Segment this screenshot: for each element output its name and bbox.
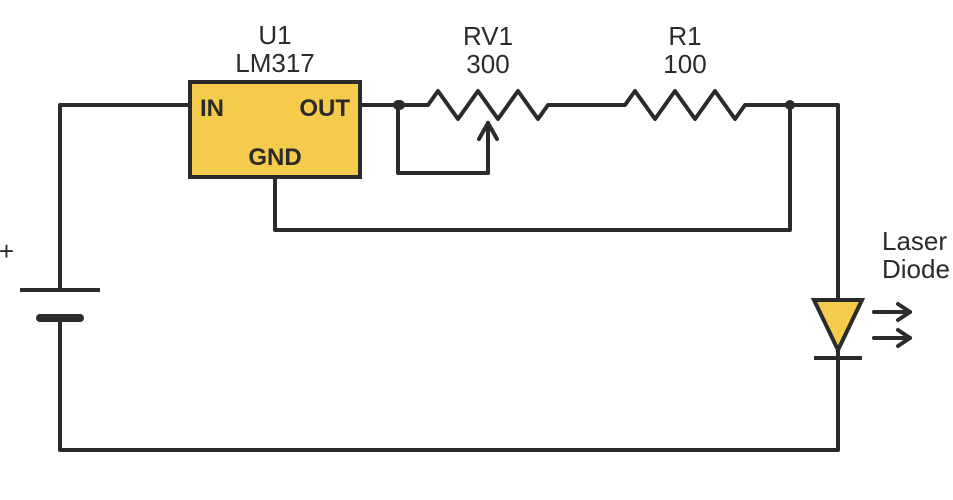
u1-pin-in: IN: [200, 95, 224, 122]
rv1-ref: RV1: [463, 21, 513, 51]
u1-part: LM317: [235, 48, 315, 78]
circuit-schematic: + U1LM317 IN OUT GND RV1300 R1100 LaserDiode: [0, 0, 953, 500]
r1-value: 100: [663, 49, 706, 79]
u1-ref: U1: [258, 20, 291, 50]
u1-pin-gnd: GND: [248, 144, 301, 171]
rv1-value: 300: [466, 49, 509, 79]
resistor-r1: [615, 91, 755, 119]
u1-pin-out: OUT: [299, 95, 350, 122]
laser-diode: [814, 300, 862, 350]
potentiometer-rv1: [418, 91, 558, 119]
battery-plus-label: +: [0, 236, 14, 266]
laser-label-2: Diode: [882, 254, 950, 284]
r1-ref: R1: [668, 21, 701, 51]
laser-label-1: Laser: [882, 226, 947, 256]
